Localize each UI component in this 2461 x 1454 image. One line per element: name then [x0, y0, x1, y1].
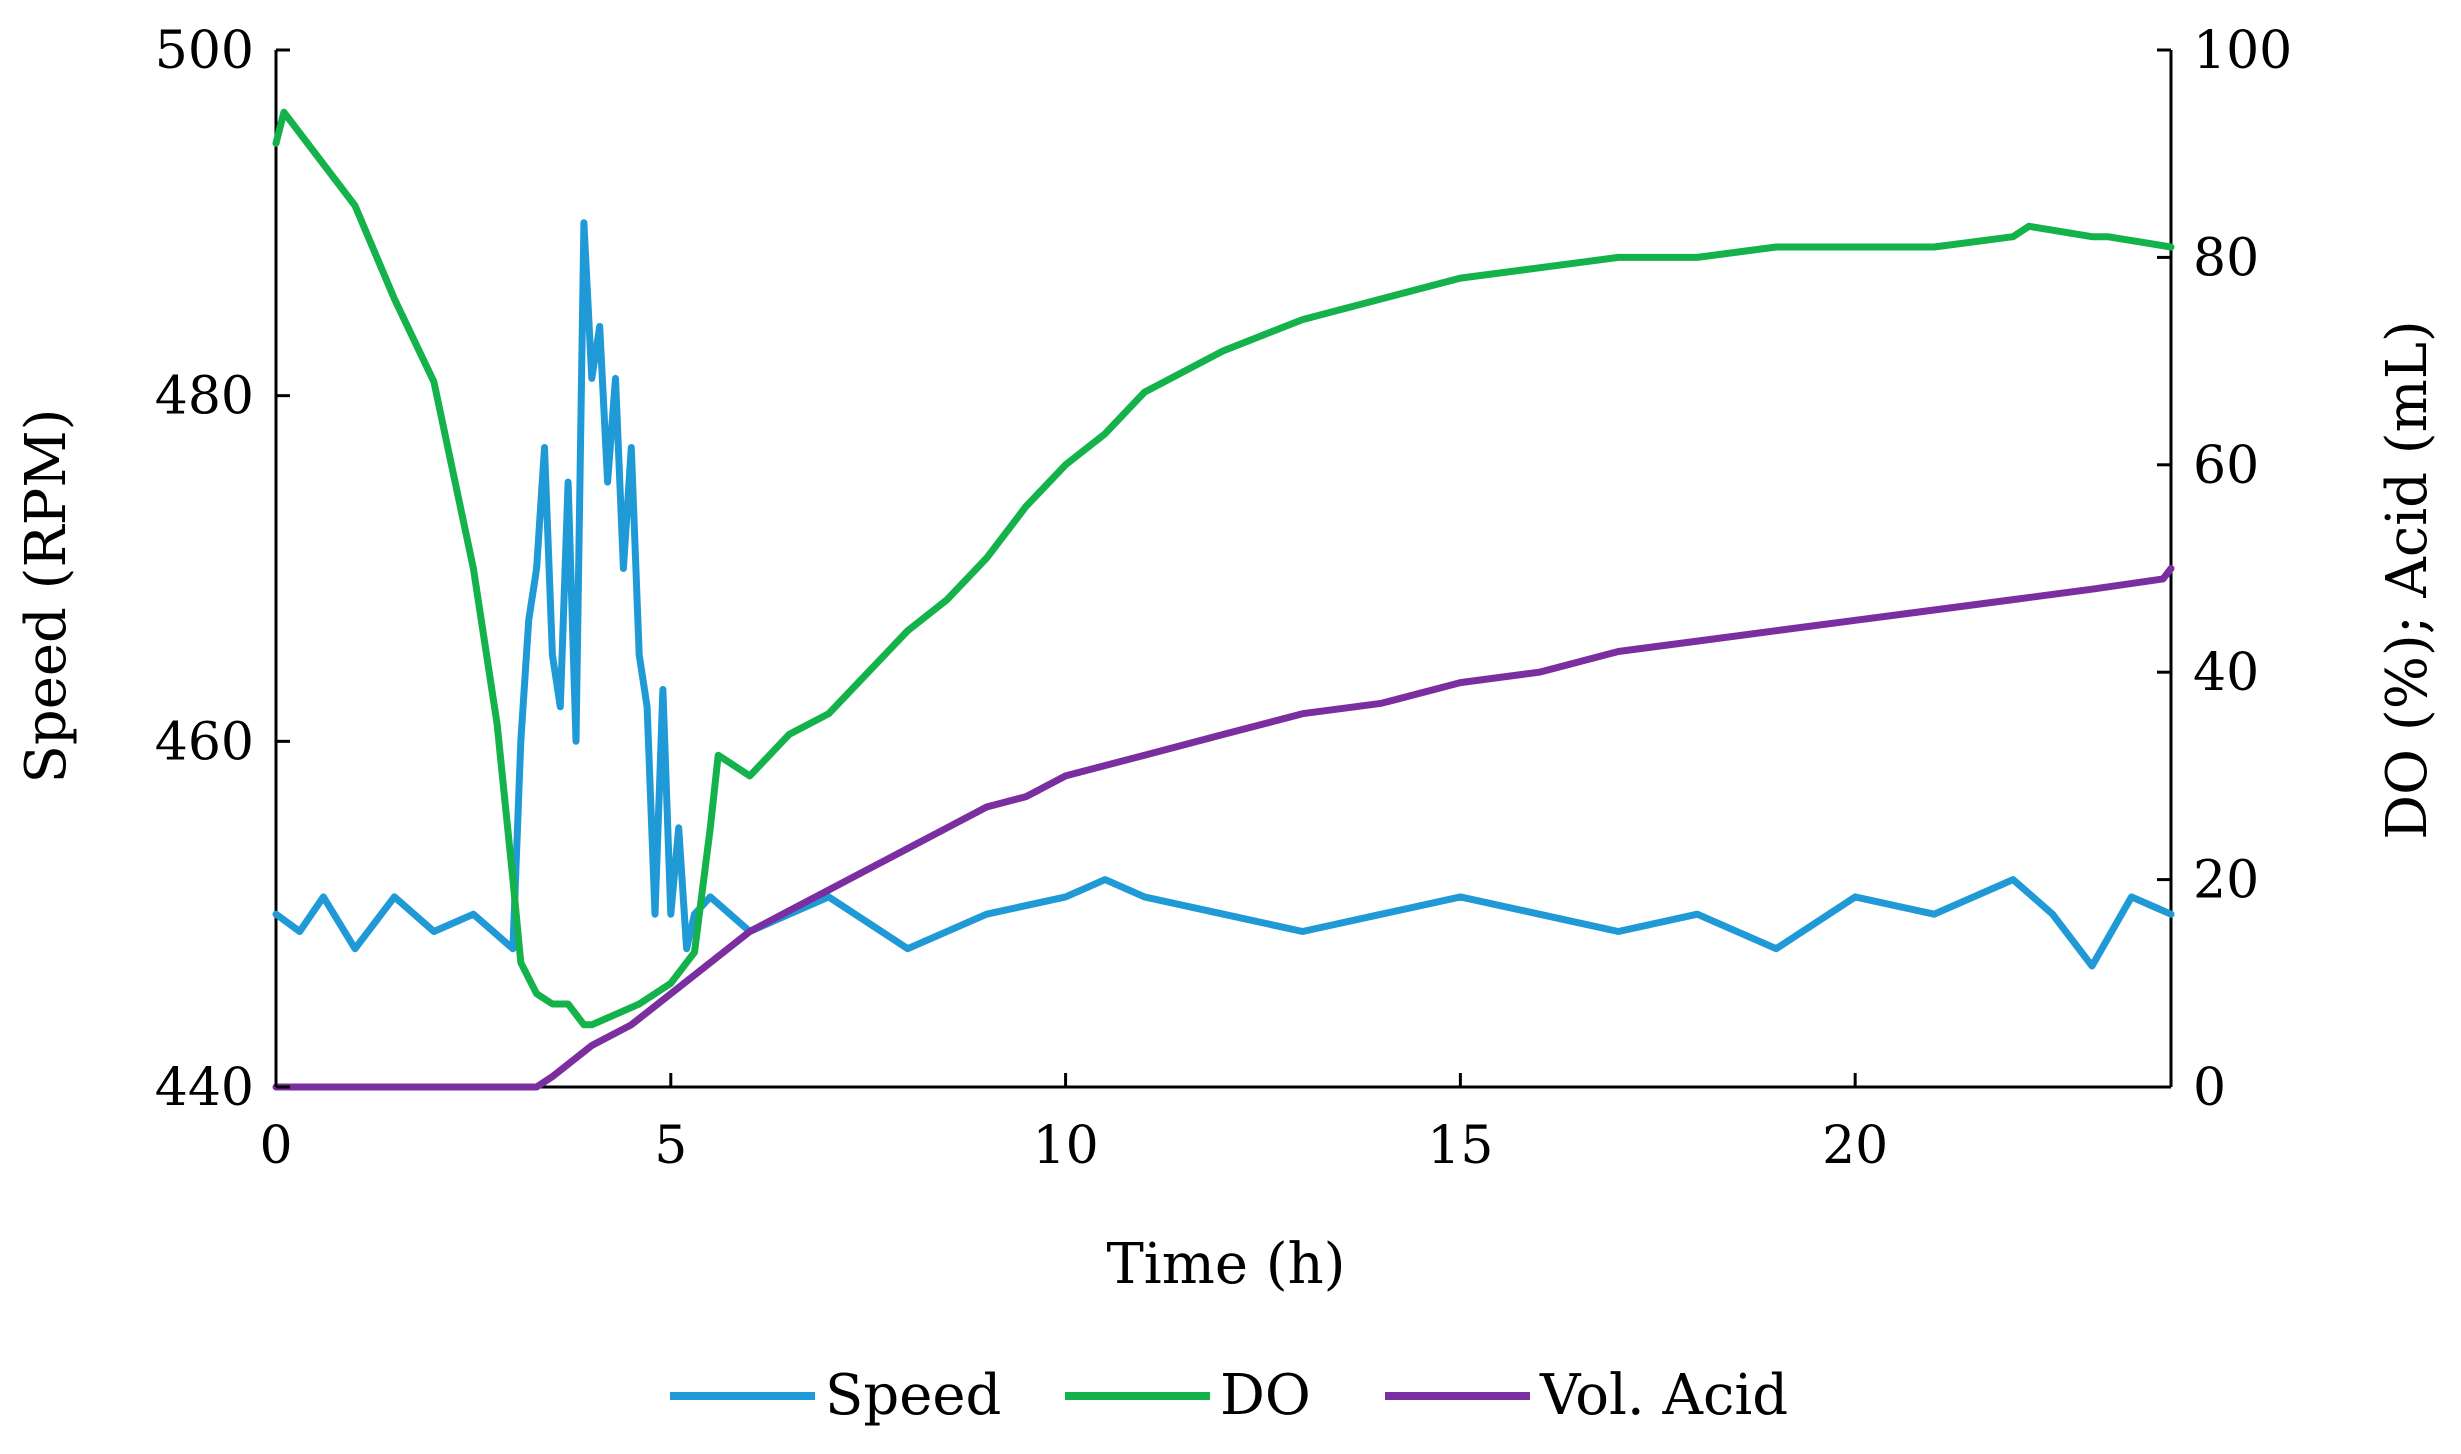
- series-line-vol-acid: [272, 565, 2175, 1091]
- x-tick-label: 5: [654, 1116, 687, 1176]
- plot-frame: [274, 50, 2173, 1089]
- y-left-tick-label: 500: [155, 21, 254, 81]
- y-right-tick-label: 80: [2193, 228, 2259, 288]
- y-left-tick-label: 460: [155, 712, 254, 772]
- legend-label-speed: Speed: [825, 1363, 1001, 1428]
- y-right-tick-label: 20: [2193, 851, 2259, 911]
- legend-label-do: DO: [1220, 1363, 1311, 1428]
- y-right-tick-label: 40: [2193, 643, 2259, 703]
- series-line-speed: [272, 219, 2175, 970]
- y-left-tick-label: 440: [155, 1058, 254, 1118]
- x-tick-label: 0: [259, 1116, 292, 1176]
- y-left-tick-label: 480: [155, 367, 254, 427]
- series-layer: [272, 108, 2175, 1091]
- x-tick-label: 10: [1032, 1116, 1098, 1176]
- legend-label-vol-acid: Vol. Acid: [1539, 1363, 1788, 1428]
- y-axis-right-title: DO (%); Acid (mL): [2375, 320, 2440, 840]
- legend: Speed DO Vol. Acid: [670, 1363, 1788, 1428]
- y-right-tick-label: 0: [2193, 1058, 2226, 1118]
- y-right-tick-label: 100: [2193, 21, 2292, 81]
- series-line-do: [272, 108, 2175, 1029]
- x-axis-title: Time (h): [1106, 1232, 1345, 1297]
- x-tick-label: 20: [1822, 1116, 1888, 1176]
- y-right-tick-label: 60: [2193, 436, 2259, 496]
- ticks-layer: 0 5 10 15 20 440 460 480 500 0 20 40 60 80 100: [155, 21, 2293, 1176]
- y-axis-left-title: Speed (RPM): [14, 408, 79, 783]
- x-tick-label: 15: [1427, 1116, 1493, 1176]
